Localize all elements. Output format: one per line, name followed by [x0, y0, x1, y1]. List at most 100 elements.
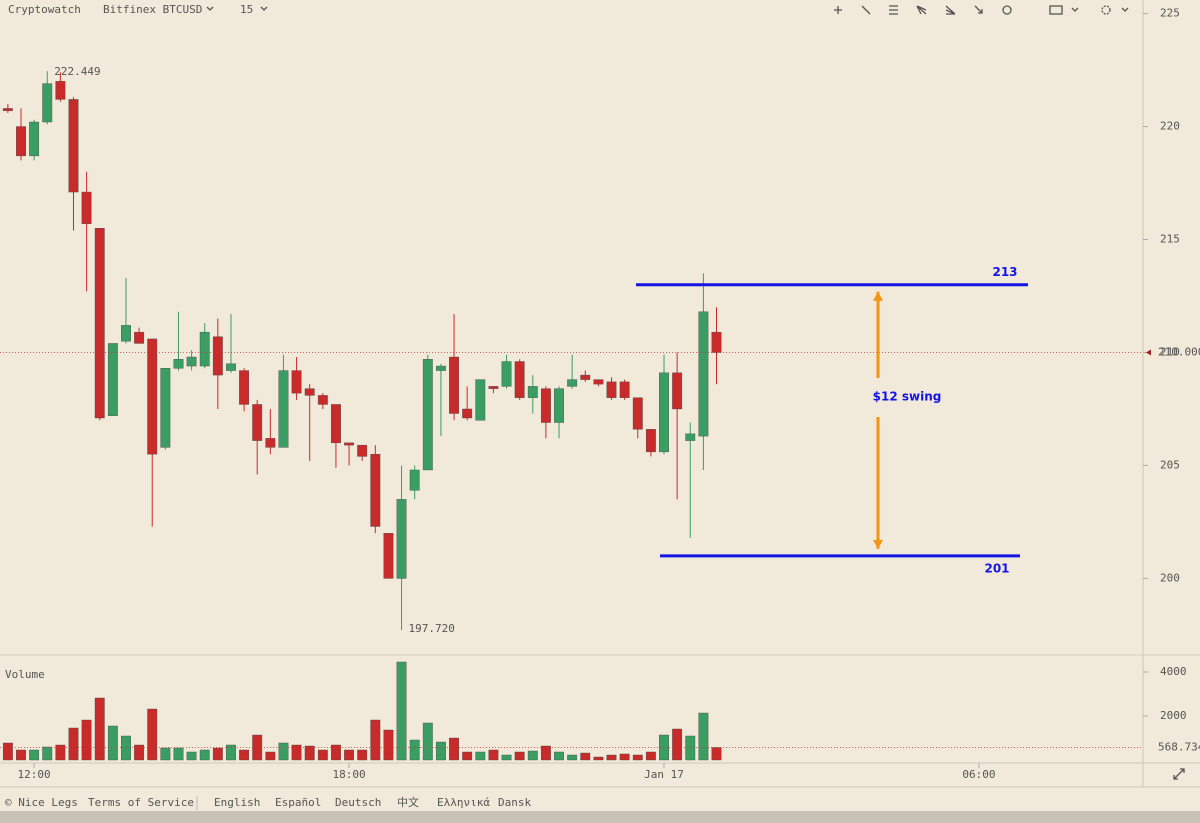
dropdown-chevron[interactable] [1071, 7, 1079, 12]
volume-bar [357, 749, 368, 761]
volume-bar [121, 735, 131, 761]
market-selector[interactable]: Bitfinex BTCUSD [103, 3, 202, 16]
crosshair-tool[interactable] [834, 6, 842, 14]
candle-body [514, 361, 525, 398]
dropdown-chevron[interactable] [260, 6, 268, 11]
volume-bar [55, 744, 66, 761]
candle-body [107, 343, 118, 416]
volume-bar [2, 742, 13, 761]
keyboard-icon[interactable] [1049, 5, 1063, 15]
candle-body [134, 331, 145, 344]
arrow-tool[interactable] [974, 5, 983, 14]
volume-bar [199, 749, 210, 761]
footer-link[interactable]: Dansk [498, 796, 531, 809]
candle-body [619, 381, 630, 398]
volume-bar [160, 747, 171, 761]
bottom-bar [0, 811, 1200, 823]
brand[interactable]: Cryptowatch [8, 3, 81, 16]
volume-bar [291, 744, 302, 761]
volume-bar [134, 744, 145, 761]
candle-body [554, 388, 564, 423]
volume-bar [659, 734, 669, 761]
candle-body [252, 404, 263, 441]
line-tool[interactable] [861, 5, 871, 15]
candle-body [540, 388, 551, 423]
volume-bar [475, 751, 486, 761]
candle-body [317, 395, 328, 405]
volume-bar [409, 739, 420, 761]
candle-body [462, 408, 473, 419]
volume-bar [488, 749, 499, 761]
volume-bar [685, 735, 696, 761]
volume-bar [304, 745, 315, 761]
drawing-tools [834, 5, 1129, 15]
volume-bar [383, 729, 394, 761]
candle-body [357, 444, 368, 457]
volume-bar [514, 751, 525, 761]
volume-bar [212, 747, 223, 761]
candle-body [475, 379, 486, 421]
candle-body [672, 372, 683, 410]
candle-body [396, 499, 407, 579]
candle-body [147, 338, 158, 455]
y-tick-label: 2000 [1160, 709, 1187, 722]
volume-bar [239, 749, 250, 761]
volume-bar [29, 749, 40, 761]
expand-icon[interactable] [1173, 768, 1185, 780]
footer-link[interactable]: Ελληνικά [437, 796, 490, 809]
low-label: 197.720 [409, 622, 455, 635]
candle-body [567, 379, 578, 387]
footer-link[interactable]: Español [275, 796, 321, 809]
candle-body [645, 429, 656, 453]
candle-body [68, 99, 79, 193]
volume-bar [173, 747, 184, 761]
settings-icon[interactable] [1101, 5, 1111, 15]
volume-bar [540, 745, 551, 761]
volume-bar [632, 754, 643, 761]
high-label: 222.449 [54, 65, 100, 78]
candle-body [186, 356, 197, 367]
y-tick-label: 200 [1160, 571, 1180, 584]
copyright: © Nice Legs [5, 796, 78, 809]
volume-bar [554, 751, 564, 761]
x-tick-label: Jan 17 [644, 768, 684, 781]
candle-body [711, 331, 722, 353]
candle-body [16, 126, 26, 157]
footer-link[interactable]: English [214, 796, 260, 809]
volume-bar [449, 737, 459, 761]
arrow-head [873, 539, 883, 549]
hlines-tool[interactable] [889, 5, 898, 15]
volume-bar [619, 753, 630, 761]
fan-tool[interactable] [916, 5, 927, 15]
candle-body [278, 370, 289, 448]
candle-body [449, 356, 459, 414]
level-label: 213 [992, 265, 1017, 279]
circle-tool[interactable] [1002, 5, 1012, 15]
candle-body [383, 533, 394, 579]
footer-link[interactable]: Deutsch [335, 796, 381, 809]
candle-body [291, 370, 302, 394]
last-volume-label: 568.734 [1158, 740, 1200, 753]
candle-body [81, 191, 92, 224]
volume-bar [396, 661, 407, 761]
volume-title: Volume [5, 668, 45, 681]
candle-body [55, 81, 66, 100]
candle-body [2, 108, 13, 111]
candle-body [239, 370, 250, 405]
candle-body [698, 311, 709, 437]
volume-bar [68, 727, 79, 761]
footer-link[interactable]: 中文 [397, 795, 419, 809]
fib-tool[interactable] [945, 5, 956, 15]
candle-body [436, 365, 446, 371]
volume-bar [226, 744, 236, 761]
candle-body [304, 388, 315, 396]
volume-bar [16, 749, 26, 761]
footer-link[interactable]: Terms of Service [88, 796, 194, 809]
interval-selector[interactable]: 15 [240, 3, 253, 16]
candle-body [685, 433, 696, 441]
dropdown-chevron[interactable] [1121, 7, 1129, 12]
dropdown-chevron[interactable] [206, 6, 214, 11]
candle-body [331, 404, 341, 444]
candle-body [160, 368, 171, 448]
